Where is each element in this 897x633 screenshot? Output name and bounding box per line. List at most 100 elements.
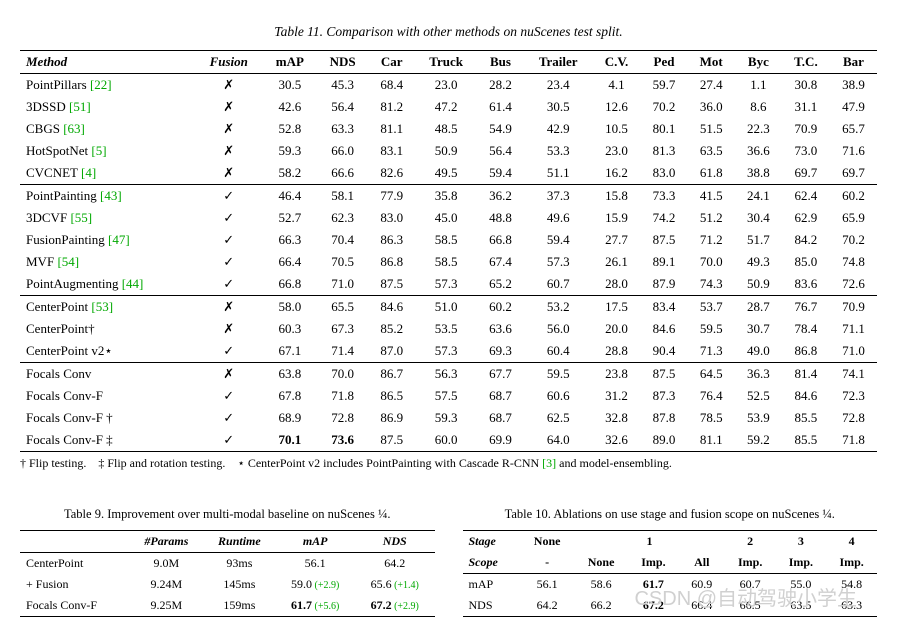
value-cell: 56.4	[477, 140, 524, 162]
value-cell: 61.4	[477, 96, 524, 118]
value-cell: 64.2	[355, 553, 435, 575]
ref-link: [63]	[63, 121, 85, 136]
fusion-cell: ✓	[195, 407, 263, 429]
value-cell: 53.9	[735, 407, 782, 429]
value-cell: 70.0	[688, 251, 735, 273]
value-cell: 85.5	[782, 407, 830, 429]
value-cell: 30.7	[735, 318, 782, 340]
value-cell: 70.2	[641, 96, 688, 118]
value-cell: 42.9	[524, 118, 593, 140]
value-cell: 87.5	[641, 229, 688, 251]
value-cell: 38.8	[735, 162, 782, 185]
fusion-cell: ✗	[195, 363, 263, 386]
value-cell: 36.0	[688, 96, 735, 118]
method-cell: CenterPoint [53]	[20, 296, 195, 319]
value-cell: 87.0	[368, 340, 415, 363]
method-cell: PointAugmenting [44]	[20, 273, 195, 296]
value-cell: 64.2	[520, 595, 574, 617]
ref-link: [54]	[57, 254, 79, 269]
value-cell: 87.5	[368, 273, 415, 296]
table9-header-cell: Runtime	[203, 531, 275, 553]
value-cell: 84.2	[782, 229, 830, 251]
value-cell: 93ms	[203, 553, 275, 575]
value-cell: 67.7	[477, 363, 524, 386]
value-cell: 60.9	[679, 574, 725, 596]
value-cell: 70.4	[317, 229, 368, 251]
value-cell: 30.5	[524, 96, 593, 118]
value-cell: 62.9	[782, 207, 830, 229]
value-cell: 64.0	[524, 429, 593, 452]
value-cell: 27.4	[688, 74, 735, 97]
fusion-cell: ✗	[195, 296, 263, 319]
ref-link: [55]	[70, 210, 92, 225]
value-cell: 145ms	[203, 574, 275, 595]
value-cell: 83.4	[641, 296, 688, 319]
value-cell: 4.1	[592, 74, 640, 97]
table-row: 3DSSD [51]✗42.656.481.247.261.430.512.67…	[20, 96, 877, 118]
value-cell: 65.5	[317, 296, 368, 319]
value-cell: 67.8	[263, 385, 317, 407]
value-cell: 61.7 (+5.6)	[275, 595, 355, 617]
method-cell: MVF [54]	[20, 251, 195, 273]
value-cell: 35.8	[415, 185, 477, 208]
table-row: CenterPoint v2⋆ ✓67.171.487.057.369.360.…	[20, 340, 877, 363]
scope-head-cell: All	[679, 552, 725, 574]
value-cell: 32.8	[592, 407, 640, 429]
footnote-star: ⋆ CenterPoint v2 includes PointPainting …	[237, 456, 539, 470]
value-cell: 49.6	[524, 207, 593, 229]
table11-caption: Table 11. Comparison with other methods …	[20, 24, 877, 40]
value-cell: 83.1	[368, 140, 415, 162]
value-cell: 12.6	[592, 96, 640, 118]
value-cell: 49.0	[735, 340, 782, 363]
table11-header-cell: Mot	[688, 51, 735, 74]
table-row: CBGS [63]✗52.863.381.148.554.942.910.580…	[20, 118, 877, 140]
value-cell: 15.8	[592, 185, 640, 208]
table11-header-cell: Fusion	[195, 51, 263, 74]
value-cell: 62.4	[782, 185, 830, 208]
table-row: PointPainting [43]✓46.458.177.935.836.23…	[20, 185, 877, 208]
value-cell: 73.6	[317, 429, 368, 452]
value-cell: 60.3	[263, 318, 317, 340]
value-cell: 81.3	[641, 140, 688, 162]
value-cell: 60.7	[725, 574, 776, 596]
value-cell: 68.9	[263, 407, 317, 429]
table11-footnote: † Flip testing. ‡ Flip and rotation test…	[20, 456, 877, 471]
method-cell: HotSpotNet [5]	[20, 140, 195, 162]
value-cell: 71.8	[830, 429, 877, 452]
value-cell: 9.25M	[129, 595, 203, 617]
ref-link: [5]	[91, 143, 106, 158]
value-cell: 60.6	[524, 385, 593, 407]
value-cell: 51.0	[415, 296, 477, 319]
table9-header-cell	[20, 531, 129, 553]
stage-label: Stage	[463, 531, 521, 553]
metric-label: mAP	[463, 574, 521, 596]
value-cell: 70.9	[830, 296, 877, 319]
table-row: 3DCVF [55]✓52.762.383.045.048.849.615.97…	[20, 207, 877, 229]
value-cell: 66.8	[477, 229, 524, 251]
value-cell: 49.3	[735, 251, 782, 273]
value-cell: 9.0M	[129, 553, 203, 575]
value-cell: 17.5	[592, 296, 640, 319]
value-cell: 49.5	[415, 162, 477, 185]
ref-link: [44]	[122, 276, 144, 291]
stage-head-cell: 2	[725, 531, 776, 553]
fusion-cell: ✓	[195, 229, 263, 251]
scope-head-cell: Imp.	[776, 552, 827, 574]
value-cell: 65.7	[830, 118, 877, 140]
table-row: NDS64.266.267.266.466.563.563.3	[463, 595, 878, 617]
t9-cap-b: .	[387, 507, 390, 521]
value-cell: 59.4	[524, 229, 593, 251]
value-cell: 30.5	[263, 74, 317, 97]
table10-header-row: StageNone1234	[463, 531, 878, 553]
ref-link: [4]	[81, 165, 96, 180]
value-cell: 63.5	[776, 595, 827, 617]
ref-link: [43]	[100, 188, 122, 203]
value-cell: 66.4	[263, 251, 317, 273]
value-cell: 72.8	[317, 407, 368, 429]
value-cell: 86.3	[368, 229, 415, 251]
value-cell: 65.6 (+1.4)	[355, 574, 435, 595]
value-cell: 54.8	[826, 574, 877, 596]
table11-header-cell: T.C.	[782, 51, 830, 74]
value-cell: 69.7	[782, 162, 830, 185]
value-cell: 53.3	[524, 140, 593, 162]
